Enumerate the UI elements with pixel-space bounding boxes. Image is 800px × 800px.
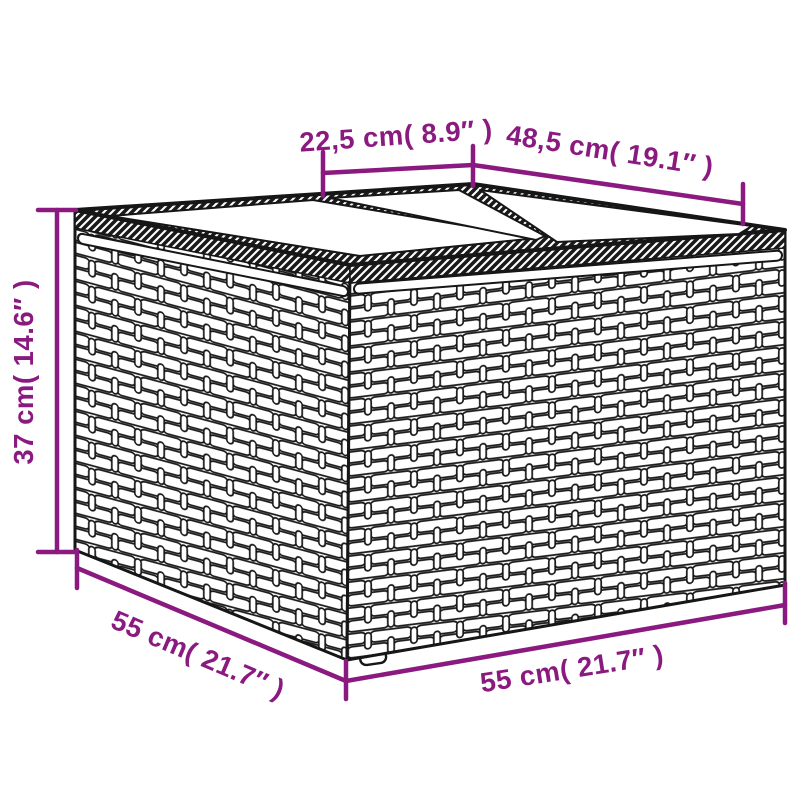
dimension-label-top-left: 22,5 cm( 8.9″ )	[298, 113, 493, 157]
dim-line	[470, 162, 746, 207]
dim-line	[320, 162, 476, 176]
dimension-label-height: 37 cm( 14.6″ )	[8, 279, 39, 464]
rim-rod-left	[77, 232, 349, 298]
rim-rod-right	[353, 249, 783, 295]
dim-line	[343, 602, 788, 684]
side-face-left	[73, 208, 352, 662]
wicker-table-graphic	[73, 182, 787, 667]
dimension-height: 37 cm( 14.6″ )	[8, 207, 79, 555]
glass-panel-right	[479, 189, 753, 243]
side-face-right	[345, 228, 787, 662]
dim-line	[74, 565, 349, 684]
glass-panel-middle	[329, 189, 546, 241]
dimension-label-front-width: 55 cm( 21.7″ )	[478, 639, 666, 699]
